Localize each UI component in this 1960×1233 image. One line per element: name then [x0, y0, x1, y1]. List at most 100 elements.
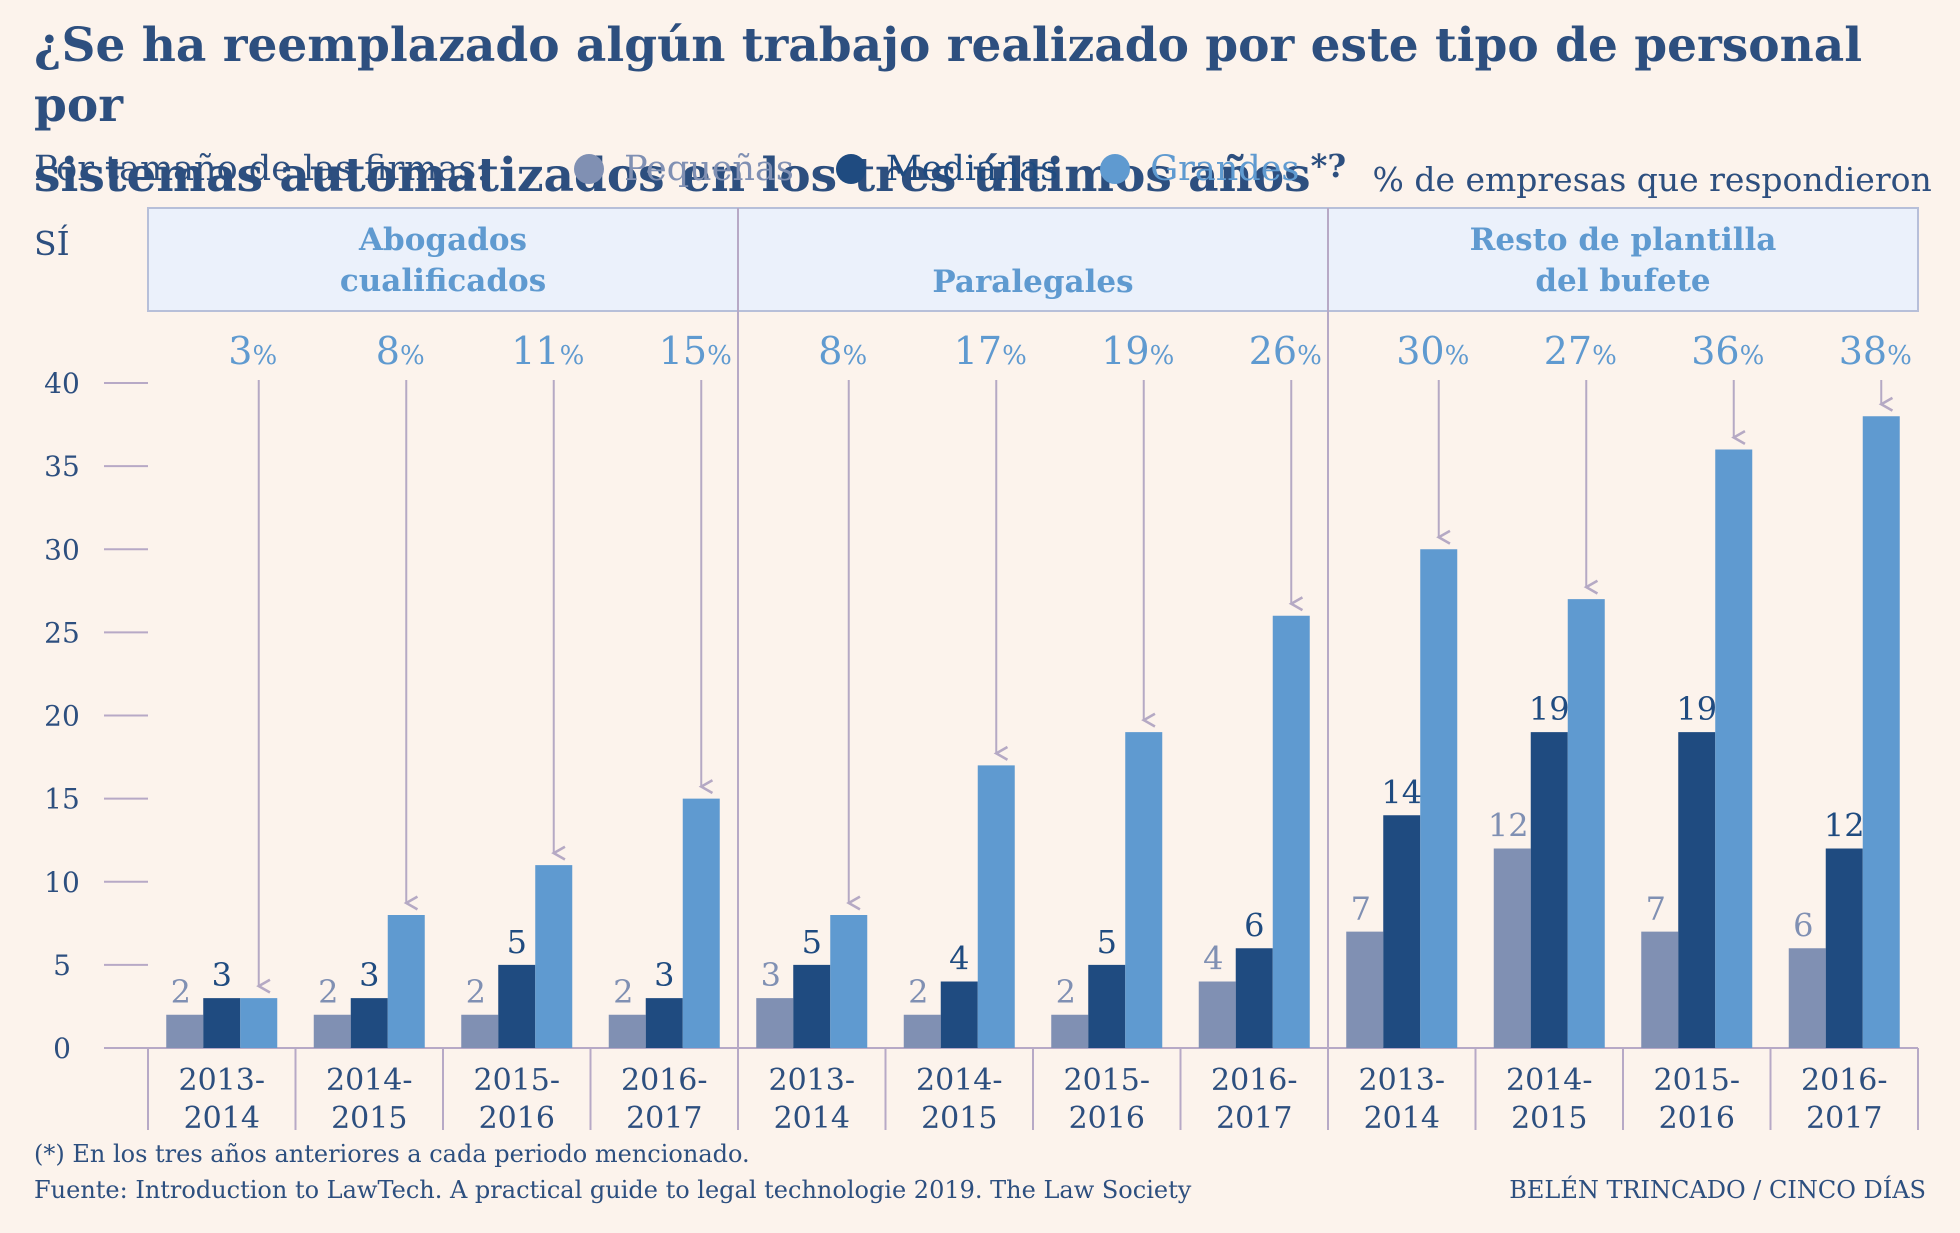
- x-tick-label: 2014-: [916, 1063, 1002, 1098]
- y-tick-label-5: 5: [53, 949, 71, 982]
- title-footnote-mark: *?: [1310, 147, 1347, 185]
- legend-text-grandes: Grandes: [1150, 149, 1300, 189]
- x-tick-label: 2013-: [769, 1063, 855, 1098]
- legend-swatch-pequenas: [574, 154, 605, 184]
- percent-label-grandes: 26%: [1249, 329, 1322, 373]
- percent-label-grandes: 15%: [659, 329, 732, 373]
- group-panel-2: [1327, 207, 1919, 312]
- data-label-pequenas: 3: [761, 956, 781, 994]
- percent-label-grandes: 11%: [511, 329, 584, 373]
- group-title-1-line-0: Paralegales: [932, 264, 1133, 300]
- bar-grandes: [1862, 416, 1900, 1048]
- percent-label-grandes: 36%: [1691, 329, 1764, 373]
- y-tick-label-0: 0: [53, 1032, 71, 1065]
- data-label-pequenas: 2: [908, 973, 928, 1011]
- percent-label-grandes: 8%: [376, 329, 425, 373]
- percent-label-grandes: 17%: [954, 329, 1027, 373]
- chart-title: ¿Se ha reemplazado algún trabajo realiza…: [34, 16, 1934, 274]
- x-tick-label: 2017: [626, 1101, 702, 1136]
- bar-pequenas: [756, 998, 794, 1048]
- data-label-medianas: 14: [1381, 773, 1422, 811]
- bar-pequenas: [461, 1014, 499, 1048]
- bar-medianas: [645, 998, 683, 1048]
- x-tick-label: 2016: [1069, 1101, 1145, 1136]
- group-panel-1: [737, 207, 1329, 312]
- percent-label-grandes: 3%: [228, 329, 277, 373]
- x-tick-label: 2013-: [1359, 1063, 1445, 1098]
- x-tick-label: 2016: [1659, 1101, 1735, 1136]
- x-tick-label: 2014-: [326, 1063, 412, 1098]
- group-title-0-line-1: cualificados: [340, 263, 546, 299]
- y-tick-label-30: 30: [44, 533, 80, 566]
- x-tick-label: 2015-: [1654, 1063, 1740, 1098]
- bar-grandes: [977, 765, 1015, 1048]
- x-tick-label: 2013-: [179, 1063, 265, 1098]
- x-tick-label: 2015-: [1064, 1063, 1150, 1098]
- percent-label-grandes: 38%: [1839, 329, 1912, 373]
- chart-subtitle: % de empresas que respondieron SÍ: [34, 160, 1932, 263]
- x-tick-label: 2016-: [1801, 1063, 1887, 1098]
- x-tick-label: 2017: [1216, 1101, 1292, 1136]
- bar-medianas: [1825, 848, 1863, 1048]
- legend: Por tamaño de las firmas: Pequeñas Media…: [34, 146, 1341, 192]
- bar-medianas: [1530, 732, 1568, 1048]
- legend-item-pequenas: Pequeñas: [574, 149, 794, 189]
- bar-medianas: [498, 964, 536, 1048]
- data-label-pequenas: 2: [613, 973, 633, 1011]
- bar-grandes: [1272, 615, 1310, 1048]
- bar-medianas: [1088, 964, 1126, 1048]
- bar-grandes: [387, 915, 425, 1048]
- bar-medianas: [1678, 732, 1716, 1048]
- data-label-pequenas: 7: [1646, 890, 1666, 928]
- data-label-medianas: 3: [212, 956, 232, 994]
- bar-pequenas: [1051, 1014, 1089, 1048]
- bar-pequenas: [1641, 931, 1679, 1048]
- percent-label-grandes: 27%: [1544, 329, 1617, 373]
- bar-medianas: [1383, 815, 1421, 1048]
- data-label-medianas: 6: [1244, 906, 1264, 944]
- data-label-pequenas: 2: [318, 973, 338, 1011]
- x-tick-label: 2015: [921, 1101, 997, 1136]
- bar-pequenas: [1493, 848, 1531, 1048]
- bar-medianas: [203, 998, 241, 1048]
- source-note: Fuente: Introduction to LawTech. A pract…: [34, 1176, 1192, 1204]
- data-label-pequenas: 2: [1056, 973, 1076, 1011]
- credit: BELÉN TRINCADO / CINCO DÍAS: [1509, 1176, 1926, 1204]
- footnote: (*) En los tres años anteriores a cada p…: [34, 1140, 750, 1168]
- x-tick-label: 2014: [1364, 1101, 1440, 1136]
- title-line-1: ¿Se ha reemplazado algún trabajo realiza…: [34, 18, 1863, 133]
- bar-pequenas: [1346, 931, 1384, 1048]
- bar-grandes: [240, 998, 278, 1048]
- percent-label-grandes: 30%: [1396, 329, 1469, 373]
- y-tick-label-25: 25: [44, 616, 80, 649]
- x-tick-label: 2014: [184, 1101, 260, 1136]
- bar-grandes: [1567, 599, 1605, 1048]
- x-tick-label: 2017: [1806, 1101, 1882, 1136]
- bar-grandes: [1420, 549, 1458, 1048]
- legend-text-medianas: Medianas: [885, 149, 1059, 189]
- bar-pequenas: [1788, 948, 1826, 1048]
- bar-pequenas: [1198, 981, 1236, 1048]
- y-tick-label-40: 40: [44, 367, 80, 400]
- y-tick-label-20: 20: [44, 700, 80, 733]
- data-label-medianas: 5: [507, 923, 527, 961]
- group-panel-0: [147, 207, 739, 312]
- data-label-medianas: 19: [1529, 690, 1570, 728]
- bar-grandes: [535, 865, 573, 1048]
- bar-medianas: [1235, 948, 1273, 1048]
- group-title-0-line-0: Abogados: [358, 222, 527, 258]
- y-tick-label-35: 35: [44, 450, 80, 483]
- data-label-medianas: 5: [802, 923, 822, 961]
- x-tick-label: 2015-: [474, 1063, 560, 1098]
- data-label-pequenas: 2: [466, 973, 486, 1011]
- title-line-2: sistemas automatizados en los tres últim…: [34, 148, 1311, 203]
- percent-label-grandes: 19%: [1101, 329, 1174, 373]
- data-label-pequenas: 2: [171, 973, 191, 1011]
- bar-pequenas: [166, 1014, 204, 1048]
- data-label-pequenas: 6: [1793, 906, 1813, 944]
- group-title-2-line-1: del bufete: [1535, 263, 1710, 299]
- legend-text-pequenas: Pequeñas: [624, 149, 794, 189]
- legend-swatch-medianas: [835, 154, 866, 184]
- bar-grandes: [830, 915, 868, 1048]
- data-label-medianas: 3: [359, 956, 379, 994]
